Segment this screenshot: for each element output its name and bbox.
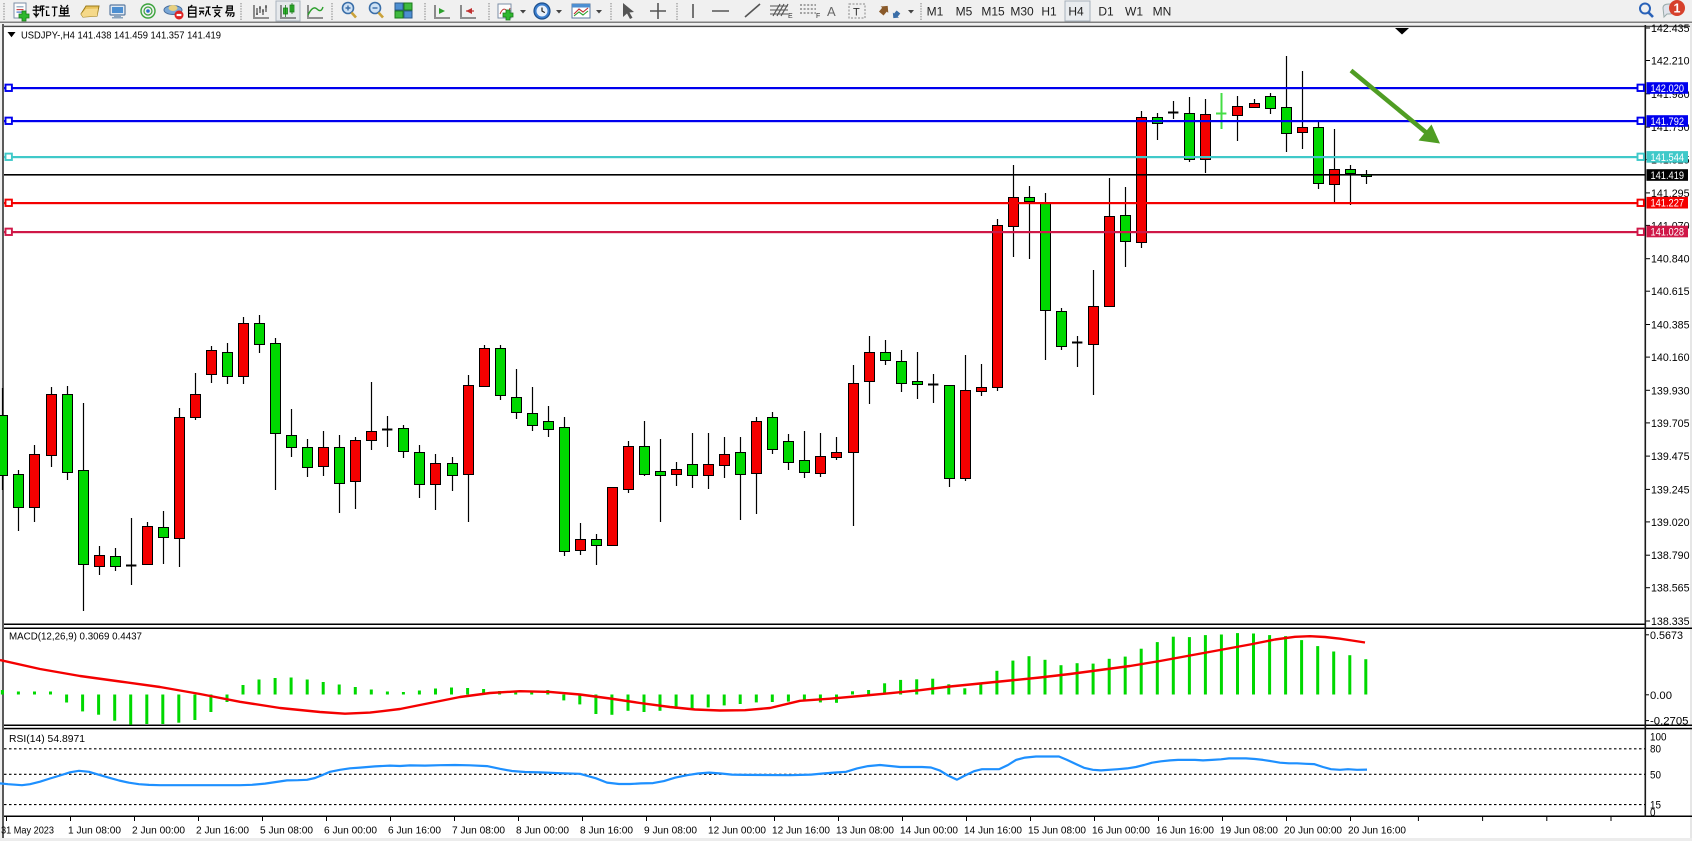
- svg-text:140.160: 140.160: [1651, 352, 1690, 364]
- svg-text:14 Jun 16:00: 14 Jun 16:00: [964, 825, 1022, 837]
- svg-text:141.544: 141.544: [1651, 152, 1685, 164]
- svg-text:19 Jun 08:00: 19 Jun 08:00: [1220, 825, 1278, 837]
- svg-text:141.419: 141.419: [1651, 170, 1685, 182]
- svg-text:2 Jun 16:00: 2 Jun 16:00: [196, 825, 249, 837]
- svg-text:16 Jun 16:00: 16 Jun 16:00: [1156, 825, 1214, 837]
- svg-text:139.245: 139.245: [1651, 484, 1690, 496]
- svg-text:100: 100: [1650, 731, 1667, 743]
- svg-text:139.930: 139.930: [1651, 385, 1690, 397]
- svg-text:M5: M5: [956, 5, 973, 19]
- svg-text:138.335: 138.335: [1651, 616, 1690, 628]
- svg-text:0: 0: [1650, 807, 1656, 819]
- svg-text:E: E: [788, 13, 793, 20]
- svg-text:50: 50: [1650, 769, 1661, 781]
- svg-text:141.227: 141.227: [1651, 198, 1685, 210]
- svg-text:139.705: 139.705: [1651, 418, 1690, 430]
- svg-text:20 Jun 00:00: 20 Jun 00:00: [1284, 825, 1342, 837]
- svg-text:140.615: 140.615: [1651, 286, 1690, 298]
- svg-text:W1: W1: [1125, 5, 1143, 19]
- svg-text:139.475: 139.475: [1651, 451, 1690, 463]
- svg-text:H4: H4: [1068, 5, 1084, 19]
- svg-text:31 May 2023: 31 May 2023: [1, 825, 54, 837]
- svg-text:2 Jun 00:00: 2 Jun 00:00: [132, 825, 185, 837]
- svg-text:A: A: [827, 4, 836, 19]
- svg-text:H1: H1: [1041, 5, 1057, 19]
- svg-text:142.020: 142.020: [1651, 83, 1685, 95]
- svg-text:15 Jun 08:00: 15 Jun 08:00: [1028, 825, 1086, 837]
- svg-text:MN: MN: [1153, 5, 1172, 19]
- svg-text:0.5673: 0.5673: [1650, 630, 1683, 642]
- svg-text:14 Jun 00:00: 14 Jun 00:00: [900, 825, 958, 837]
- svg-text:6 Jun 00:00: 6 Jun 00:00: [324, 825, 377, 837]
- svg-text:138.565: 138.565: [1651, 583, 1690, 595]
- svg-text:140.385: 140.385: [1651, 320, 1690, 332]
- svg-text:D1: D1: [1098, 5, 1114, 19]
- svg-text:139.020: 139.020: [1651, 517, 1690, 529]
- svg-text:16 Jun 00:00: 16 Jun 00:00: [1092, 825, 1150, 837]
- svg-text:140.840: 140.840: [1651, 254, 1690, 266]
- svg-text:0.00: 0.00: [1650, 690, 1672, 702]
- svg-text:-0.2705: -0.2705: [1650, 716, 1689, 728]
- svg-text:20 Jun 16:00: 20 Jun 16:00: [1348, 825, 1406, 837]
- svg-text:141.028: 141.028: [1651, 227, 1685, 239]
- svg-text:M1: M1: [927, 5, 944, 19]
- svg-text:M15: M15: [981, 5, 1005, 19]
- svg-text:1: 1: [1674, 2, 1681, 16]
- svg-text:M30: M30: [1010, 5, 1034, 19]
- svg-text:6 Jun 16:00: 6 Jun 16:00: [388, 825, 441, 837]
- svg-text:141.792: 141.792: [1651, 116, 1685, 128]
- svg-text:142.435: 142.435: [1651, 23, 1690, 35]
- svg-text:8 Jun 16:00: 8 Jun 16:00: [580, 825, 633, 837]
- svg-text:15: 15: [1650, 799, 1661, 811]
- svg-text:MACD(12,26,9) 0.3069 0.4437: MACD(12,26,9) 0.3069 0.4437: [9, 631, 142, 643]
- svg-text:142.210: 142.210: [1651, 56, 1690, 68]
- svg-text:12 Jun 16:00: 12 Jun 16:00: [772, 825, 830, 837]
- svg-text:80: 80: [1650, 744, 1661, 756]
- svg-text:138.790: 138.790: [1651, 550, 1690, 562]
- svg-text:12 Jun 00:00: 12 Jun 00:00: [708, 825, 766, 837]
- svg-text:1 Jun 08:00: 1 Jun 08:00: [68, 825, 121, 837]
- svg-text:F: F: [816, 13, 820, 20]
- svg-text:13 Jun 08:00: 13 Jun 08:00: [836, 825, 894, 837]
- svg-text:USDJPY-,H4 141.438 141.459 14: USDJPY-,H4 141.438 141.459 141.357 141.4…: [21, 30, 221, 42]
- svg-text:RSI(14) 54.8971: RSI(14) 54.8971: [9, 733, 85, 745]
- svg-text:9 Jun 08:00: 9 Jun 08:00: [644, 825, 697, 837]
- svg-text:7 Jun 08:00: 7 Jun 08:00: [452, 825, 505, 837]
- svg-text:T: T: [853, 7, 860, 19]
- svg-text:8 Jun 00:00: 8 Jun 00:00: [516, 825, 569, 837]
- svg-text:5 Jun 08:00: 5 Jun 08:00: [260, 825, 313, 837]
